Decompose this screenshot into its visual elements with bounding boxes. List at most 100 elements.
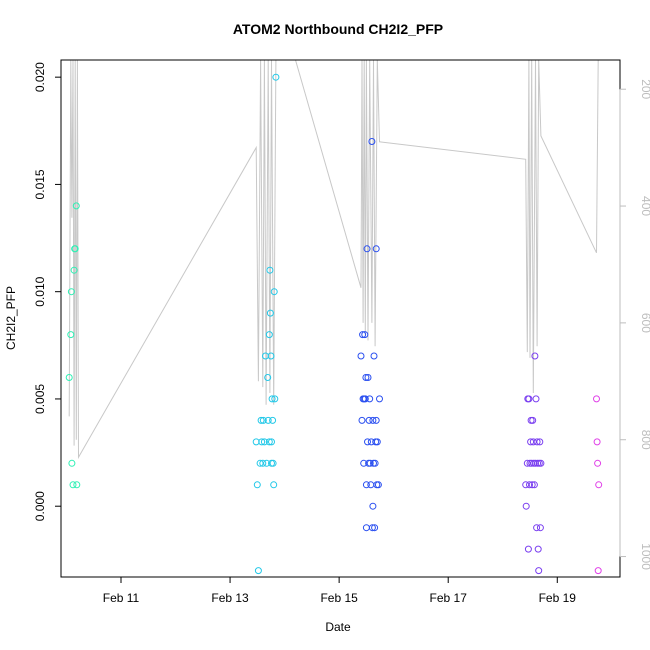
data-point	[269, 416, 277, 424]
data-point	[68, 459, 76, 467]
right-tick-label: 200	[639, 79, 650, 99]
x-tick-label: Feb 13	[211, 591, 249, 605]
data-point	[264, 416, 272, 424]
y-axis-label: CH2I2_PFP	[4, 286, 18, 350]
data-point	[532, 459, 539, 467]
data-point	[364, 438, 371, 446]
data-point	[368, 138, 376, 145]
right-tick-label: 400	[639, 196, 650, 216]
data-point	[361, 395, 369, 403]
y-tick-label: 0.010	[33, 276, 47, 306]
data-point	[266, 309, 274, 317]
data-point	[271, 395, 279, 403]
data-point	[374, 481, 382, 489]
data-point	[372, 245, 380, 253]
data-point	[260, 438, 268, 446]
x-tick-label: Feb 17	[430, 591, 468, 605]
data-point	[266, 266, 274, 274]
data-point	[73, 481, 81, 489]
data-point	[362, 524, 370, 532]
y-tick-label: 0.020	[33, 62, 47, 92]
data-point	[533, 524, 541, 532]
altitude-line	[68, 59, 599, 460]
data-point	[594, 567, 602, 575]
data-point	[536, 524, 544, 532]
data-point	[264, 374, 272, 381]
x-axis: Feb 11 Feb 13 Feb 15 Feb 17 Feb 19	[103, 576, 577, 605]
scatter-points-group	[65, 73, 603, 575]
data-point	[267, 352, 275, 360]
data-point	[270, 288, 278, 296]
data-point	[265, 331, 273, 339]
data-point	[368, 524, 376, 532]
data-point	[524, 545, 532, 553]
data-point	[536, 438, 544, 446]
altitude-line-group	[68, 59, 599, 460]
data-point	[72, 202, 80, 210]
data-point	[372, 416, 380, 424]
data-point	[65, 374, 73, 381]
data-point	[258, 438, 266, 446]
data-point	[257, 416, 265, 424]
data-point	[594, 459, 602, 467]
data-point	[530, 481, 538, 489]
y-tick-label: 0.015	[33, 169, 47, 199]
data-point	[362, 481, 370, 489]
x-tick-label: Feb 11	[103, 591, 140, 605]
data-point	[537, 459, 545, 467]
data-point	[376, 395, 383, 403]
data-point	[528, 481, 536, 489]
x-axis-label: Date	[325, 620, 351, 634]
data-point	[254, 567, 262, 575]
data-point	[371, 459, 379, 467]
data-point	[270, 481, 278, 489]
data-point	[534, 545, 542, 553]
data-point	[71, 245, 79, 253]
data-point	[359, 331, 367, 339]
data-point	[67, 331, 75, 339]
data-point	[366, 395, 374, 403]
right-y-axis: 200 400 600 800 1000	[619, 79, 650, 570]
right-tick-label: 1000	[639, 543, 650, 570]
data-point	[259, 459, 267, 467]
data-point	[532, 395, 540, 403]
data-point	[373, 438, 381, 446]
data-point	[522, 502, 530, 510]
chart-title: ATOM2 Northbound CH2I2_PFP	[233, 21, 443, 37]
left-y-axis: 0.000 0.005 0.010 0.015 0.020	[33, 62, 62, 521]
data-point	[268, 438, 275, 446]
data-point	[358, 416, 366, 424]
x-tick-label: Feb 15	[320, 591, 358, 605]
data-point	[268, 459, 275, 467]
data-point	[365, 416, 373, 424]
data-point	[369, 502, 377, 510]
y-tick-label: 0.005	[33, 384, 47, 414]
data-point	[369, 416, 377, 424]
right-tick-label: 800	[639, 430, 650, 450]
data-point	[366, 459, 374, 467]
data-point	[370, 352, 378, 360]
data-point	[526, 481, 533, 489]
data-point	[533, 438, 541, 446]
data-point	[69, 481, 77, 489]
data-point	[70, 266, 78, 274]
data-point	[253, 481, 261, 489]
data-point	[595, 481, 603, 489]
x-tick-label: Feb 19	[539, 591, 577, 605]
data-point	[593, 438, 601, 446]
data-point	[259, 416, 267, 424]
y-tick-label: 0.000	[33, 491, 47, 521]
data-point	[535, 567, 543, 575]
data-point	[265, 438, 273, 446]
data-point	[357, 352, 365, 360]
data-point	[67, 288, 75, 296]
data-point	[367, 481, 375, 489]
data-point	[364, 374, 372, 381]
data-point	[525, 395, 533, 403]
data-point	[361, 331, 369, 339]
data-point	[371, 524, 379, 532]
data-point	[362, 374, 370, 381]
data-point	[272, 73, 280, 81]
data-point	[268, 395, 276, 403]
